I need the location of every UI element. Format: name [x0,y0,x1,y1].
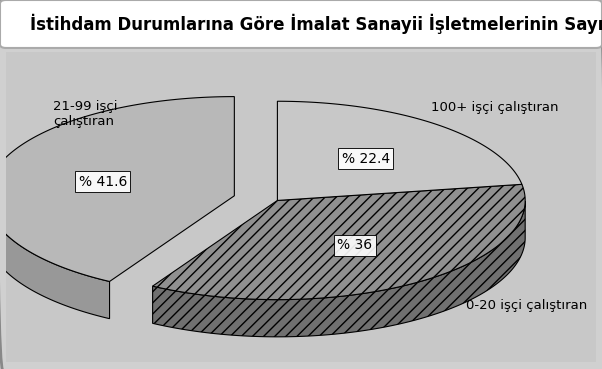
Text: İstihdam Durumlarına Göre İmalat Sanayii İşletmelerinin Sayısı: İstihdam Durumlarına Göre İmalat Sanayii… [30,14,602,34]
Polygon shape [153,184,525,300]
Text: % 36: % 36 [337,238,372,252]
Text: 100+ işçi çalıştıran: 100+ işçi çalıştıran [431,101,558,114]
Text: % 41.6: % 41.6 [79,175,127,189]
Polygon shape [0,196,110,319]
Text: 21-99 işçi
çalıştıran: 21-99 işçi çalıştıran [53,100,118,128]
Text: 0-20 işçi çalıştıran: 0-20 işçi çalıştıran [466,299,588,312]
Polygon shape [278,101,522,200]
Polygon shape [0,97,234,282]
Text: % 22.4: % 22.4 [341,152,389,166]
Polygon shape [153,201,525,337]
